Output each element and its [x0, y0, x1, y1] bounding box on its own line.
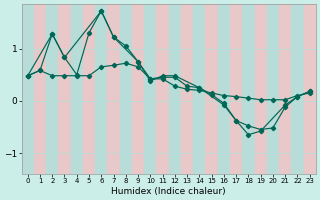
- Bar: [205, 4, 218, 174]
- Bar: [21, 4, 34, 174]
- Bar: [34, 4, 46, 174]
- Bar: [230, 4, 242, 174]
- Bar: [169, 4, 181, 174]
- Bar: [304, 4, 316, 174]
- Bar: [95, 4, 108, 174]
- Bar: [156, 4, 169, 174]
- Bar: [181, 4, 193, 174]
- Bar: [71, 4, 83, 174]
- Bar: [254, 4, 267, 174]
- Bar: [242, 4, 254, 174]
- Bar: [46, 4, 58, 174]
- Bar: [291, 4, 304, 174]
- Bar: [108, 4, 120, 174]
- Bar: [193, 4, 205, 174]
- X-axis label: Humidex (Indice chaleur): Humidex (Indice chaleur): [111, 187, 226, 196]
- Bar: [144, 4, 156, 174]
- Bar: [279, 4, 291, 174]
- Bar: [132, 4, 144, 174]
- Bar: [83, 4, 95, 174]
- Bar: [267, 4, 279, 174]
- Bar: [120, 4, 132, 174]
- Bar: [58, 4, 71, 174]
- Bar: [218, 4, 230, 174]
